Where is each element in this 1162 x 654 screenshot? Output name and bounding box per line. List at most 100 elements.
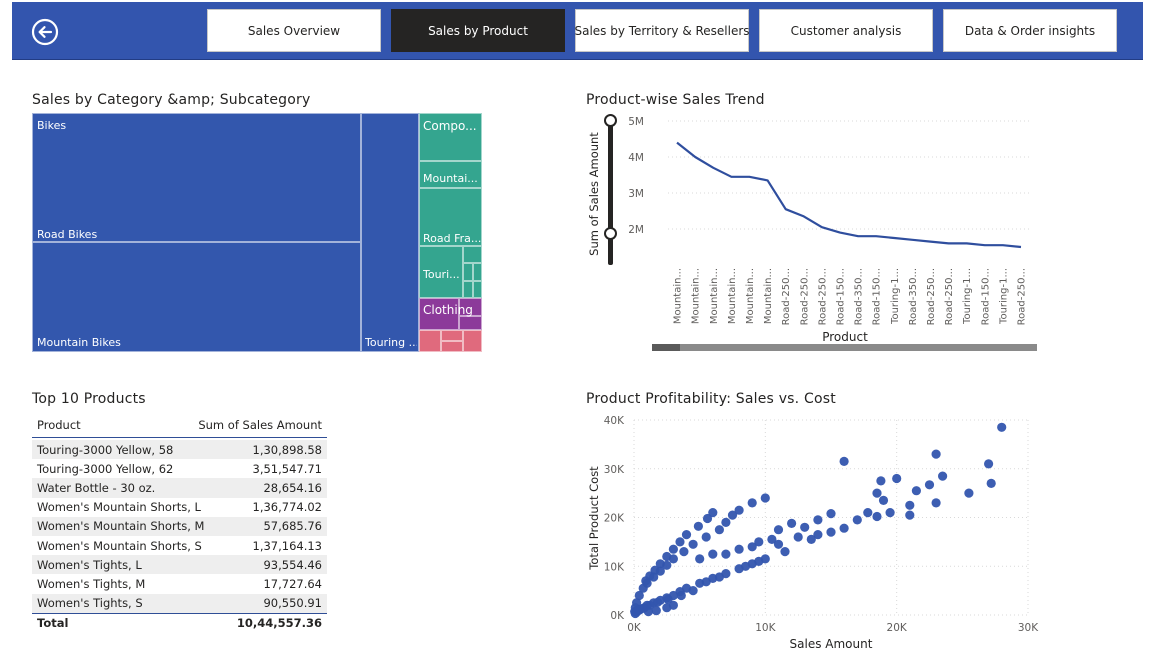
scatter-point[interactable] xyxy=(651,606,661,616)
treemap-cell-clothing[interactable] xyxy=(419,298,459,330)
y-axis-zoom-slider[interactable] xyxy=(608,120,613,265)
scatter-point[interactable] xyxy=(826,527,836,537)
table-row[interactable]: Women's Mountain Shorts, S 1,37,164.13 xyxy=(32,536,327,555)
treemap-cell-small[interactable] xyxy=(463,246,482,263)
x-scrollbar-thumb[interactable] xyxy=(652,344,680,351)
col-header-sales[interactable]: Sum of Sales Amount xyxy=(198,417,322,432)
scatter-point[interactable] xyxy=(695,554,705,564)
scatter-point[interactable] xyxy=(905,500,915,510)
col-header-product[interactable]: Product xyxy=(37,417,81,432)
scatter-point[interactable] xyxy=(734,505,744,515)
scatter-point[interactable] xyxy=(780,547,790,557)
scatter-point[interactable] xyxy=(863,508,873,518)
table-row[interactable]: Touring-3000 Yellow, 62 3,51,547.71 xyxy=(32,459,327,478)
scatter-point[interactable] xyxy=(679,547,689,557)
scatter-point[interactable] xyxy=(688,539,698,549)
scatter-point[interactable] xyxy=(839,523,849,533)
scatter-point[interactable] xyxy=(668,554,678,564)
scatter-point[interactable] xyxy=(681,530,692,540)
scatter-point[interactable] xyxy=(878,495,889,505)
scatter-point[interactable] xyxy=(634,590,644,601)
table-row[interactable]: Women's Tights, M 17,727.64 xyxy=(32,574,327,593)
scatter-point[interactable] xyxy=(852,515,862,525)
scatter-point[interactable] xyxy=(984,459,994,469)
table-row[interactable]: Women's Tights, L 93,554.46 xyxy=(32,555,327,575)
scatter-point[interactable] xyxy=(675,537,685,547)
scatter-point[interactable] xyxy=(997,422,1007,432)
scatter-point[interactable] xyxy=(754,556,764,566)
table-row[interactable]: Women's Mountain Shorts, M 57,685.76 xyxy=(32,516,327,536)
scatter-point[interactable] xyxy=(708,549,718,559)
scatter-point[interactable] xyxy=(754,537,764,547)
treemap-chart[interactable]: Bikes Road Bikes Mountain Bikes Touring … xyxy=(32,113,482,352)
scatter-point[interactable] xyxy=(800,522,810,532)
scatter-point[interactable] xyxy=(839,456,849,466)
scatter-point[interactable] xyxy=(714,525,724,535)
scatter-point[interactable] xyxy=(924,480,935,490)
treemap-cell-small[interactable] xyxy=(463,263,473,281)
scatter-point[interactable] xyxy=(727,510,738,520)
scatter-point[interactable] xyxy=(721,549,731,559)
sales-trend-line[interactable] xyxy=(676,141,1022,249)
scatter-point[interactable] xyxy=(773,539,784,549)
y-slider-top-handle[interactable] xyxy=(604,114,617,127)
treemap-cell-touring-bikes[interactable] xyxy=(361,113,419,352)
treemap-cell-accessories[interactable] xyxy=(419,330,441,352)
treemap-cell-mountain-bikes[interactable] xyxy=(32,242,361,352)
scatter-point[interactable] xyxy=(747,542,757,552)
scatter-point[interactable] xyxy=(734,544,744,554)
tab-sales-overview[interactable]: Sales Overview xyxy=(207,9,381,52)
scatter-point[interactable] xyxy=(747,498,757,508)
treemap-cell-small[interactable] xyxy=(441,341,463,352)
treemap-cell-small[interactable] xyxy=(473,263,482,281)
treemap-cell-small[interactable] xyxy=(463,330,482,352)
scatter-point[interactable] xyxy=(813,530,823,540)
treemap-cell-small[interactable] xyxy=(459,298,482,316)
scatter-point[interactable] xyxy=(905,510,915,520)
scatter-point[interactable] xyxy=(663,594,673,604)
scatter-point[interactable] xyxy=(767,534,777,544)
table-row[interactable]: Touring-3000 Yellow, 58 1,30,898.58 xyxy=(32,440,327,460)
scatter-point[interactable] xyxy=(676,590,686,601)
table-row[interactable]: Women's Mountain Shorts, L 1,36,774.02 xyxy=(32,498,327,517)
scatter-point[interactable] xyxy=(701,577,711,587)
scatter-point[interactable] xyxy=(964,488,974,498)
scatter-point[interactable] xyxy=(721,517,731,527)
scatter-point[interactable] xyxy=(938,471,948,481)
scatter-point[interactable] xyxy=(872,511,882,522)
treemap-cell-small[interactable] xyxy=(459,316,482,330)
scatter-point[interactable] xyxy=(892,473,902,484)
line-chart[interactable]: 5M 4M 3M 2M Sum of Sales Amount Mountain... Mo… xyxy=(580,110,1050,346)
table-row[interactable]: Women's Tights, S 90,550.91 xyxy=(32,593,327,613)
treemap-cell-small[interactable] xyxy=(463,281,473,298)
scatter-point[interactable] xyxy=(741,561,751,571)
treemap-cell-road-bikes[interactable] xyxy=(32,113,361,242)
scatter-point[interactable] xyxy=(634,605,644,615)
treemap-cell-small[interactable] xyxy=(441,330,463,341)
scatter-point[interactable] xyxy=(911,486,921,496)
scatter-point[interactable] xyxy=(638,583,648,593)
tab-customer-analysis[interactable]: Customer analysis xyxy=(759,9,933,52)
scatter-point[interactable] xyxy=(806,534,816,544)
scatter-point[interactable] xyxy=(708,508,718,518)
scatter-point[interactable] xyxy=(793,532,803,542)
treemap-cell-touring-frames[interactable] xyxy=(419,246,463,298)
scatter-point[interactable] xyxy=(668,544,678,554)
scatter-point[interactable] xyxy=(826,509,836,519)
scatter-point[interactable] xyxy=(714,572,724,582)
scatter-point[interactable] xyxy=(760,493,770,503)
scatter-point[interactable] xyxy=(986,478,996,488)
scatter-point[interactable] xyxy=(701,532,711,542)
scatter-point[interactable] xyxy=(643,607,653,617)
back-arrow-circle-icon[interactable] xyxy=(31,18,59,46)
scatter-point[interactable] xyxy=(653,597,663,607)
scatter-point[interactable] xyxy=(649,572,659,582)
scatter-point[interactable] xyxy=(693,521,703,531)
treemap-cell-components[interactable] xyxy=(419,113,482,161)
y-slider-bottom-handle[interactable] xyxy=(604,227,617,240)
scatter-point[interactable] xyxy=(662,560,672,570)
scatter-point[interactable] xyxy=(688,586,698,596)
x-axis-scrollbar[interactable] xyxy=(652,344,1037,351)
scatter-point[interactable] xyxy=(872,488,882,498)
